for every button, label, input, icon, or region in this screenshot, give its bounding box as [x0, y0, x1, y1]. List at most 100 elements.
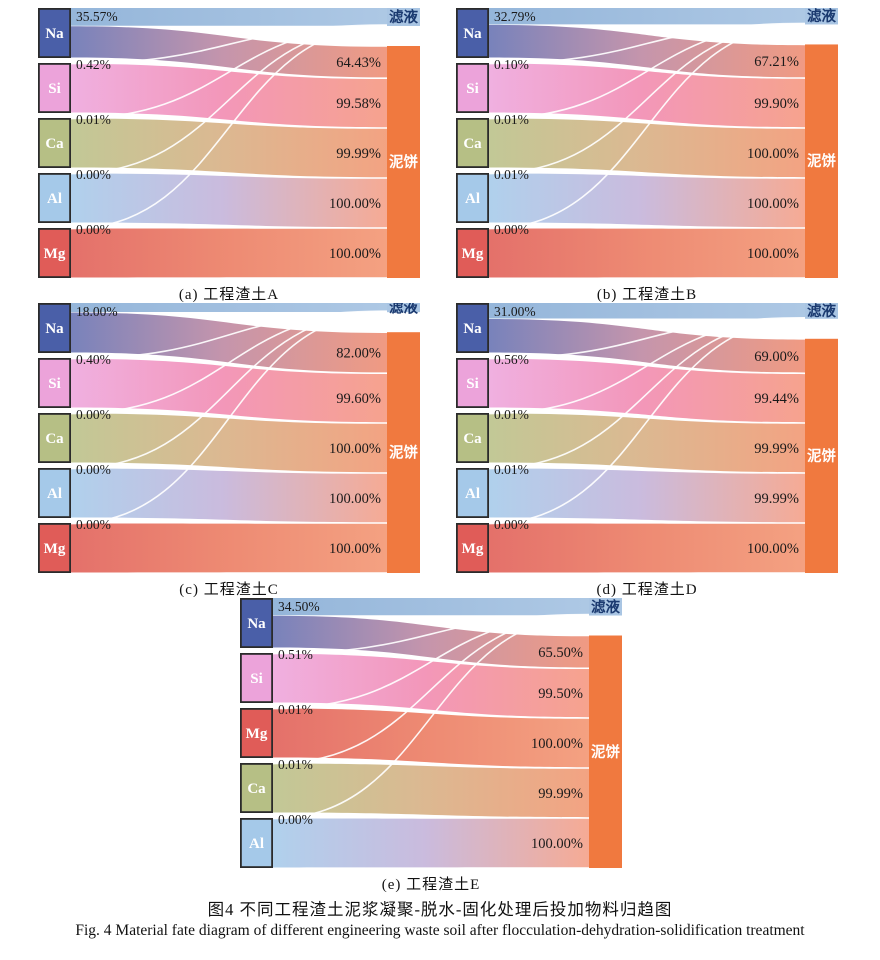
pct-cake-Na: 82.00%	[336, 346, 381, 362]
flow-Si-cake	[273, 653, 589, 718]
node-filtrate	[805, 8, 838, 25]
node-Na	[240, 598, 274, 649]
node-label-filtrate: 滤液	[389, 8, 418, 26]
pct-filtrate-Si: 0.56%	[494, 352, 529, 367]
pct-cake-Ca: 99.99%	[754, 441, 799, 457]
pct-cake-Mg: 100.00%	[531, 736, 583, 752]
node-label-Mg: Mg	[246, 726, 268, 742]
flow-Mg-filtrate	[272, 614, 590, 710]
node-label-Al: Al	[465, 191, 480, 207]
flow-Al-filtrate	[70, 25, 388, 175]
panel-caption-d: (d) 工程渣土D	[596, 582, 698, 598]
node-label-Ca: Ca	[463, 431, 482, 447]
pct-filtrate-Al: 0.00%	[76, 167, 111, 182]
panel-b: Na Si Ca Al Mg 滤液 泥饼 32.79% 0.10% 0.01% 0.01% 0.00%…	[456, 8, 838, 304]
panel-d: Na Si Ca Al Mg 滤液 泥饼 31.00% 0.56% 0.01% 0.01% 0.00%…	[456, 303, 838, 599]
flow-Mg-cake	[273, 708, 589, 768]
pct-cake-Si: 99.44%	[754, 391, 799, 407]
flow-Al-filtrate	[488, 317, 806, 470]
node-label-Mg: Mg	[462, 246, 484, 262]
node-label-Si: Si	[48, 81, 61, 97]
node-filtrate	[805, 303, 838, 319]
flow-Mg-filtrate	[488, 318, 806, 525]
node-Mg	[456, 522, 490, 573]
node-label-Na: Na	[45, 321, 64, 337]
pct-filtrate-Mg: 0.00%	[76, 517, 111, 532]
node-Ca	[38, 118, 72, 169]
flow-Si-cake	[489, 63, 805, 128]
node-label-Si: Si	[250, 671, 263, 687]
node-label-filtrate: 滤液	[807, 303, 836, 320]
pct-filtrate-Mg: 0.00%	[494, 517, 529, 532]
node-Al	[456, 467, 490, 518]
node-Al	[38, 467, 72, 518]
node-Si	[240, 653, 274, 704]
flow-Ca-cake	[71, 118, 387, 178]
flow-Na-filtrate	[71, 303, 387, 312]
node-label-Mg: Mg	[462, 541, 484, 557]
pct-cake-Si: 99.50%	[538, 686, 583, 702]
pct-filtrate-Al: 0.01%	[494, 167, 529, 182]
node-label-Mg: Mg	[44, 541, 66, 557]
flow-Si-cake	[71, 63, 387, 128]
pct-cake-Na: 69.00%	[754, 349, 799, 365]
flow-Al-filtrate	[488, 23, 806, 175]
node-label-Ca: Ca	[45, 136, 64, 152]
node-Mg	[38, 522, 72, 573]
flow-Mg-cake	[489, 228, 805, 278]
flow-Na-cake	[71, 26, 387, 78]
node-label-Si: Si	[466, 81, 479, 97]
node-label-Si: Si	[48, 376, 61, 392]
pct-filtrate-Si: 0.10%	[494, 57, 529, 72]
node-label-cake: 泥饼	[389, 153, 418, 171]
flow-Mg-cake	[71, 228, 387, 278]
pct-cake-Mg: 100.00%	[747, 246, 799, 262]
node-label-Al: Al	[465, 486, 480, 502]
pct-cake-Al: 100.00%	[747, 196, 799, 212]
flow-Ca-filtrate	[488, 317, 806, 415]
node-Na	[456, 303, 490, 354]
panel-caption-c: (c) 工程渣土C	[179, 582, 279, 598]
flow-Al-filtrate	[70, 311, 388, 470]
node-label-Na: Na	[45, 26, 64, 42]
node-Na	[38, 8, 72, 59]
flow-Al-filtrate	[272, 615, 590, 820]
node-Si	[38, 63, 72, 114]
node-Mg	[456, 227, 490, 278]
pct-filtrate-Al: 0.01%	[494, 462, 529, 477]
node-label-Ca: Ca	[463, 136, 482, 152]
flow-Mg-filtrate	[488, 24, 806, 230]
node-Na	[38, 303, 72, 354]
flow-Si-filtrate	[488, 22, 806, 65]
node-label-Si: Si	[466, 376, 479, 392]
flow-Mg-cake	[489, 523, 805, 573]
flow-Mg-cake	[71, 523, 387, 573]
pct-filtrate-Si: 0.40%	[76, 352, 111, 367]
node-Ca	[456, 413, 490, 464]
node-Al	[38, 172, 72, 223]
panel-c: Na Si Ca Al Mg 滤液 泥饼 18.00% 0.40% 0.00% 0.00% 0.00%…	[38, 303, 420, 599]
panel-caption-b: (b) 工程渣土B	[596, 287, 698, 303]
flow-Na-cake	[489, 319, 805, 373]
node-Ca	[456, 118, 490, 169]
flow-Si-filtrate	[488, 316, 806, 360]
flow-Na-cake	[71, 312, 387, 373]
pct-cake-Mg: 100.00%	[329, 541, 381, 557]
pct-filtrate-Na: 31.00%	[494, 304, 536, 319]
flow-Na-filtrate	[71, 8, 387, 26]
pct-filtrate-Ca: 0.01%	[278, 757, 313, 772]
node-label-Mg: Mg	[44, 246, 66, 262]
node-filtrate	[387, 303, 420, 313]
flow-Al-cake	[489, 468, 805, 523]
flow-Al-cake	[273, 818, 589, 868]
pct-cake-Al: 99.99%	[754, 491, 799, 507]
flow-Na-filtrate	[273, 598, 589, 616]
node-label-Na: Na	[463, 321, 482, 337]
node-filtrate	[589, 598, 622, 616]
pct-cake-Ca: 99.99%	[538, 786, 583, 802]
flow-Si-cake	[489, 358, 805, 423]
flow-Si-filtrate	[70, 310, 388, 360]
flow-Na-cake	[273, 615, 589, 668]
pct-filtrate-Al: 0.00%	[76, 462, 111, 477]
